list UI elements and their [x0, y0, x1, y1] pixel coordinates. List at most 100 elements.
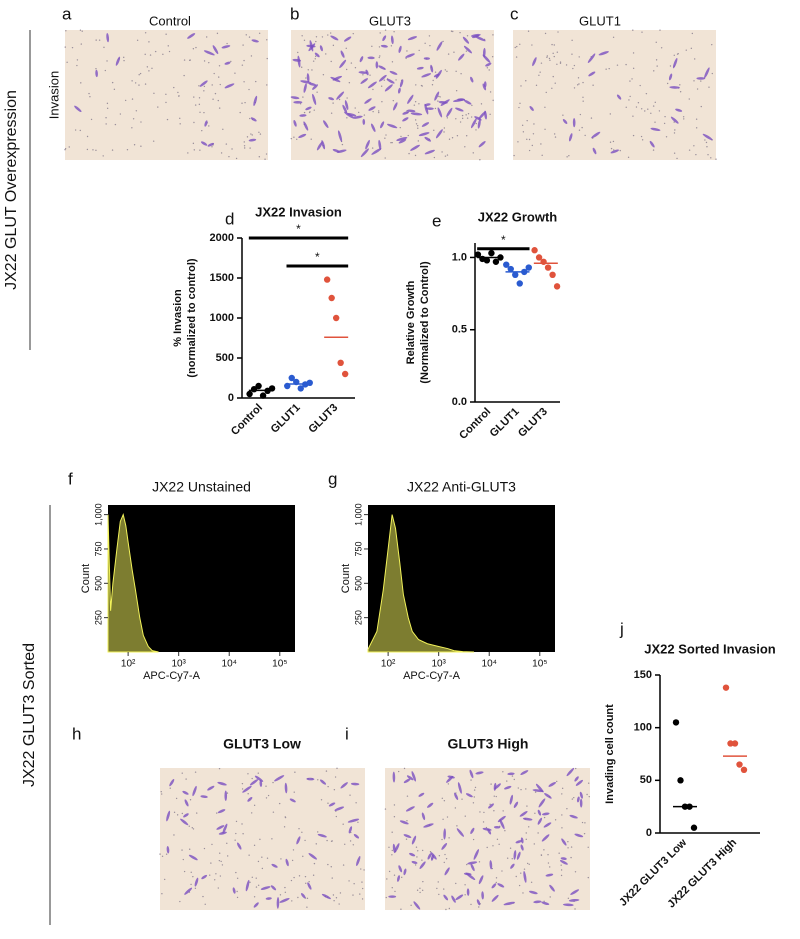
pore: [442, 40, 444, 43]
pore: [291, 859, 294, 862]
pore: [188, 848, 191, 850]
cell: [402, 117, 409, 122]
x-tick-label: Control: [457, 406, 493, 442]
cell: [650, 127, 661, 132]
pore: [549, 896, 551, 898]
cell: [317, 833, 327, 838]
y-tick-label: 100: [634, 722, 652, 734]
cell: [410, 112, 423, 116]
y-tick-label: 1,000: [93, 503, 103, 526]
data-point: [337, 359, 344, 366]
pore: [188, 825, 190, 827]
pore: [131, 98, 134, 100]
cell: [515, 840, 522, 844]
cell: [352, 115, 363, 119]
data-point: [525, 264, 532, 271]
pore: [105, 117, 107, 119]
pore: [573, 796, 575, 799]
pore: [236, 896, 239, 899]
pore: [64, 46, 66, 48]
panel-letter: f: [68, 469, 73, 488]
pore: [315, 40, 317, 43]
cell: [279, 897, 290, 903]
pore: [79, 129, 81, 132]
pore: [691, 32, 694, 35]
pore: [438, 893, 440, 896]
cell: [458, 53, 465, 61]
cell: [296, 836, 301, 845]
cell: [321, 893, 331, 900]
cell: [368, 106, 376, 111]
cell: [319, 45, 323, 52]
pore: [146, 66, 149, 68]
pore: [439, 96, 441, 98]
cell: [392, 771, 396, 783]
pore: [522, 892, 524, 894]
pore: [704, 139, 706, 141]
pore: [567, 847, 569, 849]
cell: [403, 778, 411, 784]
pore: [660, 47, 663, 49]
pore: [251, 876, 254, 878]
pore: [284, 886, 286, 889]
cell: [334, 806, 345, 811]
pore: [679, 91, 682, 93]
pore: [313, 109, 315, 111]
cell: [182, 790, 189, 795]
pore: [567, 897, 570, 899]
cell: [469, 769, 474, 779]
pore: [428, 35, 431, 37]
cell: [328, 97, 335, 101]
cell: [421, 122, 430, 127]
pore: [515, 56, 518, 58]
pore: [369, 74, 371, 76]
pore: [167, 45, 169, 47]
pore: [316, 91, 318, 93]
pore: [390, 45, 393, 47]
pore: [446, 117, 449, 119]
cell: [393, 102, 398, 111]
pore: [571, 53, 573, 55]
pore: [303, 39, 306, 41]
pore: [478, 906, 480, 908]
cell: [392, 843, 396, 854]
pore: [325, 770, 328, 772]
pore: [410, 904, 412, 907]
pore: [502, 771, 504, 773]
pore: [654, 101, 656, 104]
cell: [670, 116, 679, 124]
cell: [222, 823, 228, 834]
pore: [578, 83, 580, 85]
pore: [331, 877, 333, 879]
cell: [475, 771, 484, 775]
pore: [465, 135, 468, 137]
pore: [488, 69, 490, 71]
pore: [311, 69, 313, 71]
cell: [403, 834, 412, 839]
pore: [574, 871, 577, 873]
cell: [402, 111, 410, 115]
pore: [393, 815, 396, 818]
pore: [565, 64, 568, 66]
pore: [632, 52, 635, 54]
pore: [652, 149, 655, 151]
pore: [566, 807, 568, 810]
pore: [472, 152, 474, 154]
pore: [574, 908, 576, 910]
pore: [363, 869, 365, 871]
pore: [438, 855, 441, 857]
cell: [396, 137, 408, 141]
pore: [64, 148, 66, 151]
cell: [516, 851, 521, 860]
pore: [447, 783, 450, 785]
pore: [446, 816, 449, 818]
cell: [443, 828, 446, 840]
pore: [629, 95, 631, 98]
pore: [489, 91, 492, 93]
pore: [443, 127, 446, 129]
pore: [325, 53, 327, 55]
data-point: [535, 254, 543, 261]
pore: [482, 821, 485, 823]
cell: [386, 78, 395, 84]
pore: [265, 153, 268, 155]
